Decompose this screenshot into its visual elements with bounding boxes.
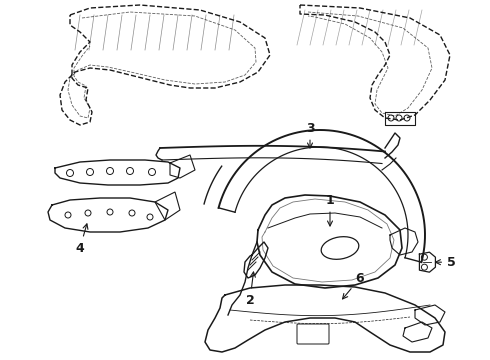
- Text: 5: 5: [436, 256, 456, 269]
- Text: 2: 2: [245, 272, 255, 306]
- Text: 1: 1: [326, 194, 334, 226]
- Text: 3: 3: [306, 122, 314, 148]
- Text: 6: 6: [343, 271, 364, 299]
- Text: 4: 4: [75, 224, 88, 255]
